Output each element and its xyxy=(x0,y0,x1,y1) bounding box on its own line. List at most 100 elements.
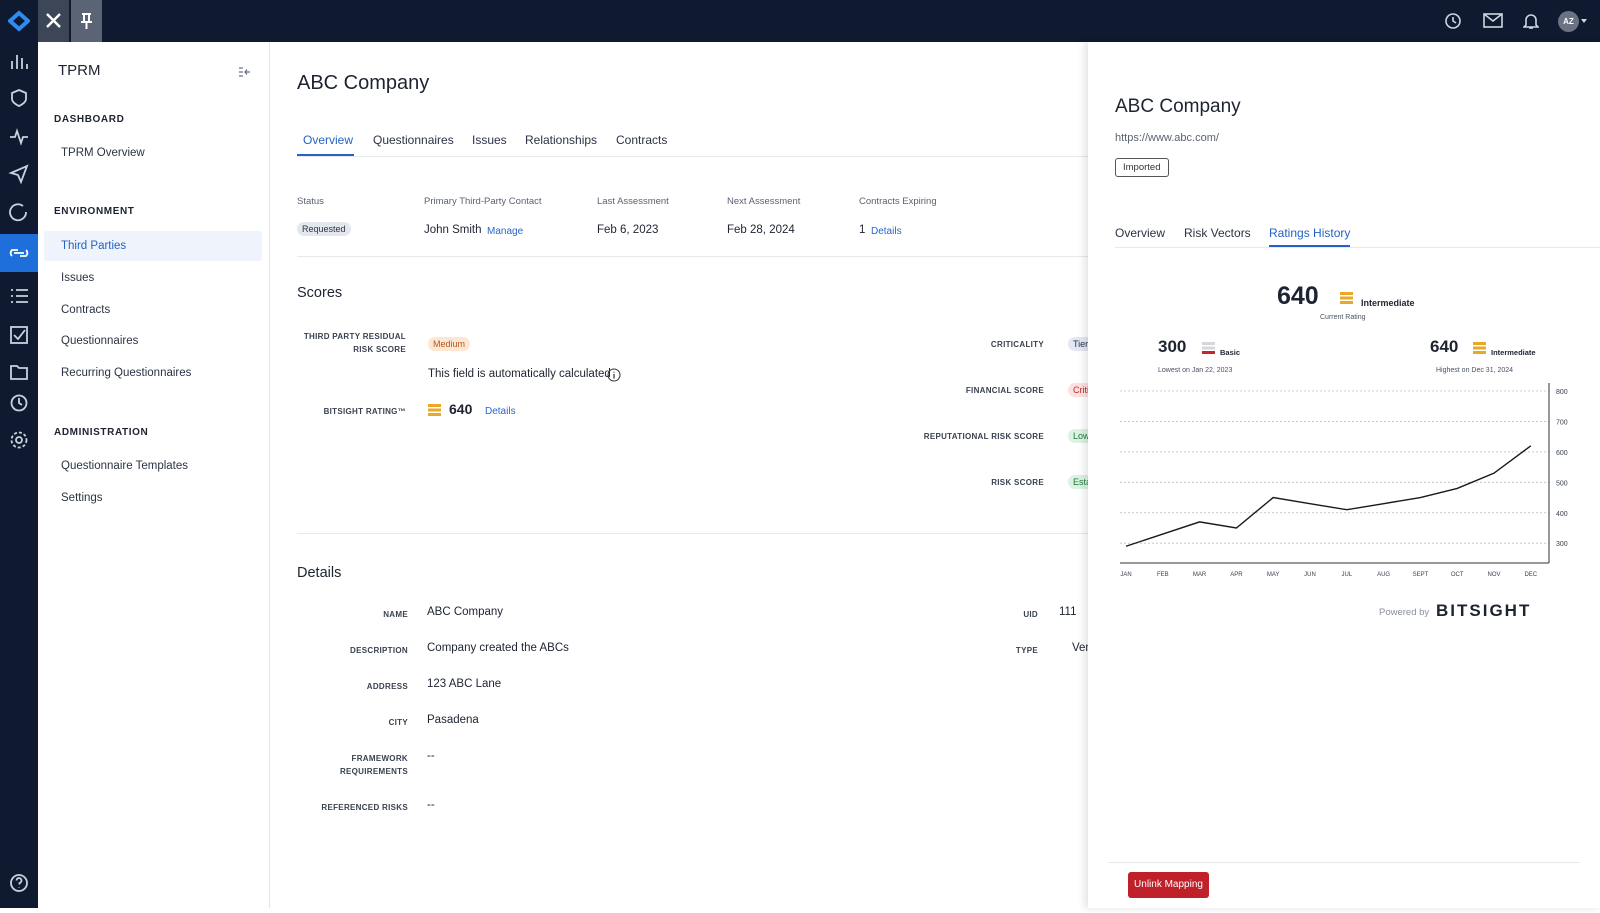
nav-item[interactable]: Third Parties xyxy=(44,231,262,261)
field-value: 111 xyxy=(1059,606,1077,618)
field-label: FRAMEWORK REQUIREMENTS xyxy=(339,754,408,776)
rating-level: Intermediate xyxy=(1361,298,1415,308)
tab-border xyxy=(297,156,1088,157)
avatar[interactable]: AZ xyxy=(1558,11,1579,32)
x-tick-label: FEB xyxy=(1157,572,1169,578)
tab[interactable]: Issues xyxy=(472,133,507,147)
field-label: Contracts Expiring xyxy=(859,196,937,207)
caption: Highest on Dec 31, 2024 xyxy=(1436,367,1514,374)
rating-level: Basic xyxy=(1220,348,1241,357)
risk-badge: Medium xyxy=(428,337,471,351)
field-label: FINANCIAL SCORE xyxy=(965,386,1044,395)
caption: Lowest on Jan 22, 2023 xyxy=(1158,367,1233,374)
field-value: -- xyxy=(427,750,435,762)
rating-line xyxy=(1125,445,1532,547)
side-panel xyxy=(1088,42,1600,908)
field-label: CITY xyxy=(388,718,408,727)
x-tick-label: MAR xyxy=(1193,572,1207,578)
tab[interactable]: Risk Vectors xyxy=(1184,226,1251,240)
x-tick-label: JAN xyxy=(1120,572,1131,578)
logo xyxy=(8,10,30,32)
section-heading: ADMINISTRATION xyxy=(54,427,149,438)
tab[interactable]: Questionnaires xyxy=(373,133,454,147)
tab[interactable]: Relationships xyxy=(525,133,598,147)
field-value: Feb 6, 2023 xyxy=(597,224,659,236)
link[interactable]: Details xyxy=(871,226,902,237)
nav-item[interactable]: Issues xyxy=(61,272,95,284)
link[interactable]: Manage xyxy=(487,226,524,237)
field-label: Primary Third-Party Contact xyxy=(424,196,542,207)
divider xyxy=(297,533,1088,534)
section-heading: ENVIRONMENT xyxy=(54,206,135,217)
tab-border xyxy=(1115,247,1600,248)
tab[interactable]: Overview xyxy=(303,133,354,147)
field-label: NAME xyxy=(383,610,408,619)
x-tick-label: MAY xyxy=(1267,572,1280,578)
field-label: REPUTATIONAL RISK SCORE xyxy=(923,432,1044,441)
rating-level: Intermediate xyxy=(1491,348,1536,357)
field-value: Pasadena xyxy=(427,714,479,726)
mail-icon[interactable] xyxy=(1483,13,1503,29)
rating-icon xyxy=(1202,342,1215,354)
panel-title: ABC Company xyxy=(1115,96,1241,117)
y-tick-label: 700 xyxy=(1556,419,1568,426)
unlink-button[interactable]: Unlink Mapping xyxy=(1128,872,1209,898)
field-label: BITSIGHT RATING™ xyxy=(323,407,406,416)
nav-item[interactable]: Questionnaires xyxy=(61,335,139,347)
score-badge: Tier xyxy=(1068,337,1094,351)
icon-rail xyxy=(0,42,38,908)
x-tick-label: NOV xyxy=(1487,572,1500,578)
lowest-rating: 300 xyxy=(1158,337,1187,356)
nav-item[interactable]: Settings xyxy=(61,492,103,504)
field-label: Last Assessment xyxy=(597,196,669,207)
field-label: CRITICALITY xyxy=(990,340,1044,349)
collapse-icon[interactable] xyxy=(238,66,252,78)
tab-indicator xyxy=(1269,245,1350,247)
field-label: TYPE xyxy=(1015,646,1038,655)
y-tick-label: 600 xyxy=(1556,450,1568,457)
field-value: ABC Company xyxy=(427,606,504,618)
top-bar: AZ xyxy=(0,0,1600,42)
nav-item[interactable]: Contracts xyxy=(61,304,111,316)
pin-button[interactable] xyxy=(71,0,102,42)
sidebar-title: TPRM xyxy=(58,62,101,79)
score-badge: Criti xyxy=(1068,383,1094,397)
bell-icon[interactable] xyxy=(1523,12,1539,30)
powered-by: Powered by xyxy=(1379,607,1430,618)
history-icon[interactable] xyxy=(1444,12,1462,30)
field-value: Company created the ABCs xyxy=(427,642,569,654)
tab-indicator xyxy=(297,154,354,156)
x-tick-label: AUG xyxy=(1377,572,1390,578)
brand: BITSIGHT xyxy=(1436,601,1532,620)
nav-item[interactable]: Recurring Questionnaires xyxy=(61,367,192,379)
section-heading: Details xyxy=(297,565,342,581)
ratings-chart: 300 400 500 600 700 800 JAN FEB MAR APR MAY JUN JUL A… xyxy=(1120,383,1568,578)
field-label: DESCRIPTION xyxy=(350,646,408,655)
x-tick-label: APR xyxy=(1230,572,1243,578)
tag: Imported xyxy=(1115,158,1169,177)
field-label: THIRD PARTY RESIDUAL RISK SCORE xyxy=(303,332,406,354)
url[interactable]: https://www.abc.com/ xyxy=(1115,132,1219,144)
tab[interactable]: Ratings History xyxy=(1269,226,1351,240)
tab[interactable]: Overview xyxy=(1115,226,1166,240)
nav-item[interactable]: Questionnaire Templates xyxy=(61,460,188,472)
divider xyxy=(297,256,1088,257)
note: This field is automatically calculated xyxy=(428,368,611,380)
field-label: REFERENCED RISKS xyxy=(321,803,408,812)
link[interactable]: Details xyxy=(485,406,516,417)
x-tick-label: DEC xyxy=(1524,572,1537,578)
x-tick-label: JUL xyxy=(1341,572,1352,578)
field-value: Feb 28, 2024 xyxy=(727,224,795,236)
field-label: RISK SCORE xyxy=(991,478,1044,487)
field-label: UID xyxy=(1023,610,1038,619)
field-label: Status xyxy=(297,196,324,207)
x-tick-label: OCT xyxy=(1451,572,1464,578)
page-title: ABC Company xyxy=(297,72,430,94)
close-button[interactable] xyxy=(38,0,69,42)
score-badge: Low xyxy=(1068,429,1095,443)
status-badge: Requested xyxy=(297,222,351,236)
tab[interactable]: Contracts xyxy=(616,133,668,147)
nav-item[interactable]: TPRM Overview xyxy=(61,147,145,159)
info-icon[interactable] xyxy=(607,368,621,382)
